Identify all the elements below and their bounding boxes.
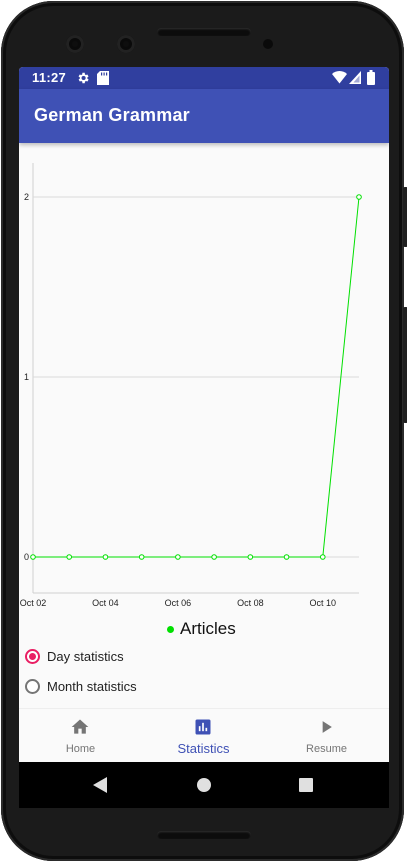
recents-icon[interactable] xyxy=(299,778,313,792)
front-camera-left xyxy=(66,35,84,53)
day-statistics-radio[interactable] xyxy=(25,648,40,664)
month-statistics-option[interactable]: Month statistics xyxy=(25,673,137,699)
back-icon[interactable] xyxy=(93,777,107,793)
x-tick-label: Oct 10 xyxy=(310,598,337,608)
data-point xyxy=(66,554,73,560)
month-statistics-radio[interactable] xyxy=(25,678,40,694)
month-statistics-label: Month statistics xyxy=(47,678,137,694)
x-tick-label: Oct 02 xyxy=(20,598,47,608)
nav-item-statistics[interactable]: Statistics xyxy=(142,709,265,763)
power-button xyxy=(403,187,407,247)
volume-button xyxy=(403,307,407,423)
battery-icon xyxy=(367,70,375,85)
earpiece-speaker xyxy=(157,28,251,36)
home-icon xyxy=(71,719,89,734)
data-point xyxy=(247,554,254,560)
status-time: 11:27 xyxy=(32,70,67,85)
y-tick-label: 2 xyxy=(24,192,29,202)
app-bar: German Grammar xyxy=(19,89,389,143)
nav-label-statistics: Statistics xyxy=(177,741,230,756)
nav-label-home: Home xyxy=(65,743,96,755)
data-point xyxy=(319,554,326,560)
bar-chart-icon xyxy=(195,719,211,735)
nav-item-resume[interactable]: Resume xyxy=(265,709,388,763)
x-tick-label: Oct 08 xyxy=(237,598,264,608)
chart-legend: Articles xyxy=(167,618,236,640)
bottom-navigation: Home Statistics Resume xyxy=(19,708,389,763)
line-chart: 0 1 2 Oct 02 Oct 04 Oct 06 Oct 08 Oct 10 xyxy=(20,163,362,608)
signal-icon xyxy=(349,71,361,84)
sd-card-icon xyxy=(97,71,109,85)
legend-label: Articles xyxy=(180,619,236,638)
data-point xyxy=(102,554,109,560)
front-camera-right xyxy=(117,35,135,53)
data-point xyxy=(283,554,290,560)
x-tick-label: Oct 04 xyxy=(92,598,119,608)
settings-icon xyxy=(78,72,89,84)
data-point xyxy=(356,194,362,200)
statistics-chart: 0 1 2 Oct 02 Oct 04 Oct 06 Oct 08 Oct 10 xyxy=(19,143,389,643)
play-icon xyxy=(322,721,332,733)
y-tick-label: 1 xyxy=(24,372,29,382)
nav-label-resume: Resume xyxy=(306,743,347,755)
data-point xyxy=(138,554,145,560)
home-circle-icon[interactable] xyxy=(197,778,211,792)
data-point xyxy=(175,554,181,560)
wifi-icon xyxy=(332,71,347,84)
data-point xyxy=(211,554,217,560)
day-statistics-label: Day statistics xyxy=(47,648,124,664)
proximity-sensor xyxy=(263,39,273,49)
series-line xyxy=(33,196,360,558)
x-tick-label: Oct 06 xyxy=(165,598,192,608)
status-bar: 11:27 xyxy=(19,67,389,89)
y-tick-label: 0 xyxy=(24,552,29,562)
legend-marker xyxy=(167,625,174,633)
data-point xyxy=(30,554,36,560)
bottom-speaker xyxy=(157,831,251,839)
system-navigation-bar xyxy=(19,762,389,808)
screen: 11:27 German Gramm xyxy=(19,67,389,808)
nav-item-home[interactable]: Home xyxy=(19,709,142,763)
app-title: German Grammar xyxy=(34,105,190,125)
day-statistics-option[interactable]: Day statistics xyxy=(25,643,124,669)
